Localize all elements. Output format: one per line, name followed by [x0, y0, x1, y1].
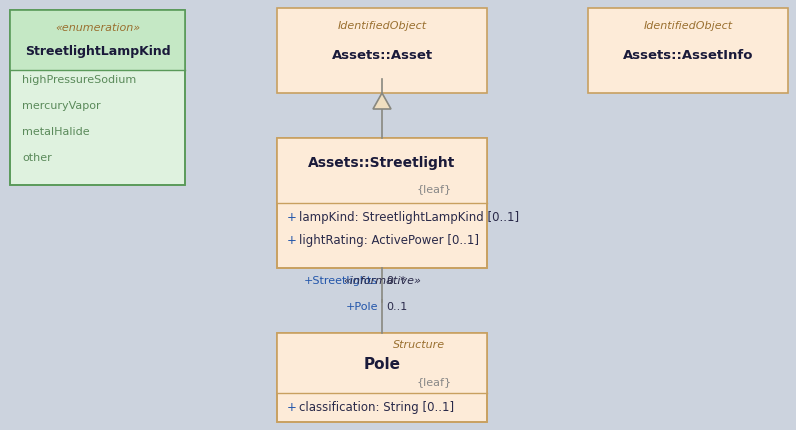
- FancyBboxPatch shape: [277, 333, 487, 422]
- FancyBboxPatch shape: [277, 138, 487, 268]
- Text: highPressureSodium: highPressureSodium: [22, 75, 136, 85]
- FancyBboxPatch shape: [588, 8, 788, 93]
- Text: mercuryVapor: mercuryVapor: [22, 101, 100, 111]
- Text: other: other: [22, 153, 52, 163]
- Text: StreetlightLampKind: StreetlightLampKind: [25, 46, 170, 58]
- Text: 0..1: 0..1: [386, 302, 408, 313]
- Text: Pole: Pole: [364, 357, 400, 372]
- Text: Structure: Structure: [393, 340, 445, 350]
- Text: Assets::Streetlight: Assets::Streetlight: [308, 156, 455, 170]
- Text: 0..*: 0..*: [386, 276, 406, 286]
- Text: {leaf}: {leaf}: [417, 377, 452, 387]
- Text: metalHalide: metalHalide: [22, 127, 90, 137]
- Text: Assets::Asset: Assets::Asset: [331, 49, 432, 62]
- Text: +Streetlights: +Streetlights: [304, 276, 378, 286]
- Text: +: +: [287, 401, 297, 414]
- Text: {leaf}: {leaf}: [417, 184, 452, 194]
- Text: classification: String [0..1]: classification: String [0..1]: [299, 401, 455, 414]
- FancyBboxPatch shape: [277, 8, 487, 93]
- Polygon shape: [373, 93, 391, 109]
- Text: lightRating: ActivePower [0..1]: lightRating: ActivePower [0..1]: [299, 234, 479, 247]
- FancyBboxPatch shape: [10, 10, 185, 70]
- Text: IdentifiedObject: IdentifiedObject: [643, 21, 732, 31]
- Text: lampKind: StreetlightLampKind [0..1]: lampKind: StreetlightLampKind [0..1]: [299, 211, 519, 224]
- Text: +: +: [287, 211, 297, 224]
- Text: IdentifiedObject: IdentifiedObject: [338, 21, 427, 31]
- FancyBboxPatch shape: [277, 138, 487, 203]
- Text: «enumeration»: «enumeration»: [55, 23, 140, 33]
- FancyBboxPatch shape: [10, 10, 185, 185]
- FancyBboxPatch shape: [277, 333, 487, 393]
- Text: «informative»: «informative»: [343, 276, 421, 286]
- Text: +Pole: +Pole: [345, 302, 378, 313]
- Text: +: +: [287, 234, 297, 247]
- Text: Assets::AssetInfo: Assets::AssetInfo: [622, 49, 753, 62]
